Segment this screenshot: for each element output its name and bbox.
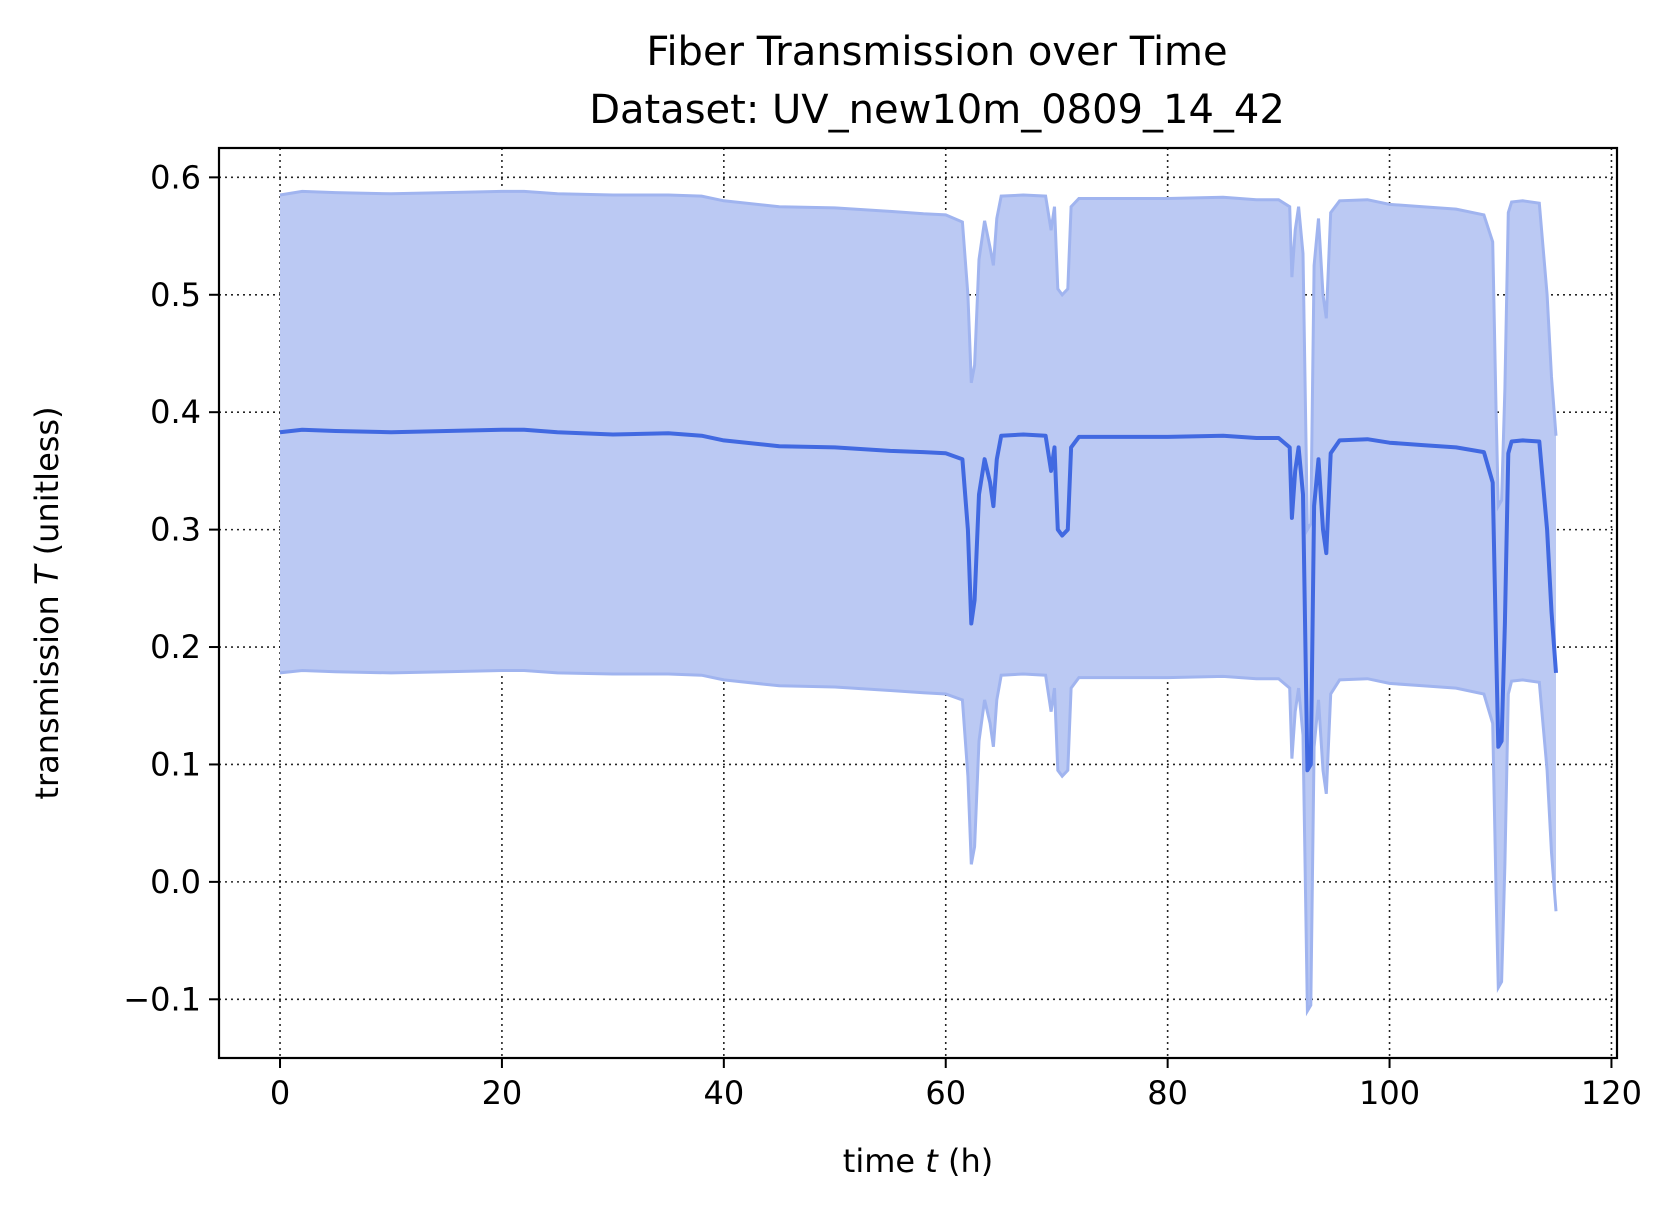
x-axis-label-prefix: time	[843, 1142, 925, 1180]
y-tick-label: −0.1	[123, 980, 201, 1018]
x-tick-label: 40	[703, 1074, 744, 1112]
x-axis: 0 20 40 60 80 100 120	[270, 1058, 1642, 1112]
x-tick-label: 0	[270, 1074, 290, 1112]
y-tick-label: 0.5	[150, 276, 201, 314]
x-axis-label-unit: (h)	[938, 1142, 993, 1180]
y-tick-label: 0.6	[150, 158, 201, 196]
y-axis-label: transmission T (unitless)	[28, 406, 66, 799]
y-tick-label: 0.2	[150, 628, 201, 666]
y-tick-label: 0.4	[150, 393, 201, 431]
plot-frame	[217, 146, 1619, 1060]
lower-bound-line	[279, 668, 1558, 1017]
y-axis-label-variable: T	[28, 563, 66, 585]
y-tick-label: 0.0	[150, 863, 201, 901]
x-tick-label: 80	[1147, 1074, 1188, 1112]
mean-transmission-line	[279, 427, 1558, 773]
y-axis-label-unit: (unitless)	[28, 406, 66, 565]
uncertainty-band	[280, 191, 1556, 1011]
x-tick-label: 20	[482, 1074, 523, 1112]
chart-subtitle: Dataset: UV_new10m_0809_14_42	[589, 87, 1285, 133]
y-axis-label-prefix: transmission	[28, 585, 66, 800]
y-axis: −0.1 0.0 0.1 0.2 0.3 0.4 0.5 0.6	[123, 158, 219, 1018]
y-tick-label: 0.3	[150, 511, 201, 549]
x-tick-label: 100	[1359, 1074, 1420, 1112]
x-axis-label-variable: t	[925, 1142, 939, 1180]
upper-bound-line	[279, 189, 1558, 536]
x-tick-label: 120	[1581, 1074, 1642, 1112]
plot-area	[217, 146, 1619, 1060]
x-axis-label: time t (h)	[843, 1142, 993, 1180]
y-tick-label: 0.1	[150, 745, 201, 783]
chart-title: Fiber Transmission over Time	[646, 29, 1227, 75]
x-tick-label: 60	[925, 1074, 966, 1112]
